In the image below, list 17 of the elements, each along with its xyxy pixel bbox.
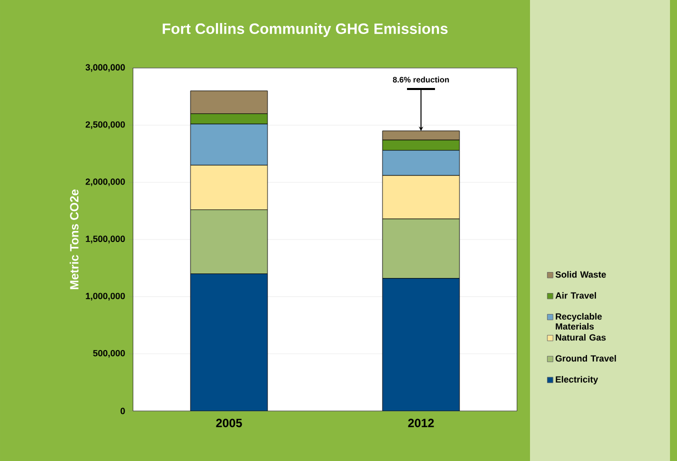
y-tick-label: 1,000,000 (86, 292, 125, 300)
legend-label: Air Travel (555, 292, 596, 299)
y-tick-label: 500,000 (93, 350, 125, 358)
legend-label: Natural Gas (556, 334, 606, 341)
y-tick-label: 2,000,000 (86, 178, 125, 186)
chart-title: Fort Collins Community GHG Emissions (162, 23, 448, 37)
legend-label: Solid Waste (556, 271, 606, 278)
y-tick-label: 0 (120, 408, 125, 414)
legend-label: Recyclable Materials (556, 313, 602, 330)
y-axis-title: Metric Tons CO2e (70, 190, 78, 290)
y-tick-label: 3,000,000 (86, 64, 125, 72)
y-tick-label: 1,500,000 (86, 236, 125, 244)
y-tick-label: 2,500,000 (86, 121, 125, 129)
legend-label: Ground Travel (556, 355, 616, 362)
x-tick-label: 2005 (216, 418, 242, 428)
x-tick-label: 2012 (408, 418, 434, 428)
legend-label: Electricity (556, 376, 598, 384)
